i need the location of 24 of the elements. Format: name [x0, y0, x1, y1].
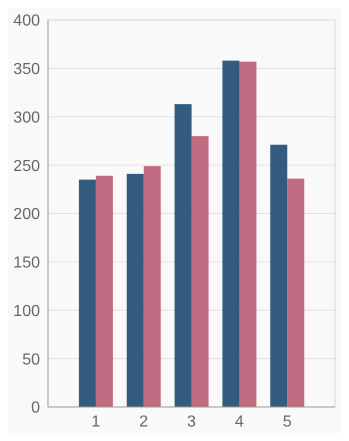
- y-tick-label: 150: [13, 254, 40, 272]
- x-tick-label: 2: [139, 413, 148, 430]
- bar: [192, 136, 209, 407]
- y-tick-label: 100: [13, 302, 40, 320]
- x-tick-label: 4: [234, 413, 244, 430]
- y-tick-label: 200: [13, 206, 40, 224]
- bar: [239, 62, 256, 407]
- bar: [222, 60, 240, 407]
- y-tick-label: 400: [13, 12, 40, 30]
- bar: [144, 166, 161, 407]
- x-tick-label: 1: [91, 413, 100, 430]
- bar: [126, 174, 144, 407]
- y-tick-label: 0: [31, 400, 40, 417]
- x-tick-label: 5: [282, 413, 292, 430]
- bar: [287, 178, 304, 407]
- bar: [270, 144, 288, 407]
- bar: [78, 180, 96, 407]
- bar: [174, 104, 192, 407]
- x-tick-label: 3: [187, 413, 196, 430]
- bar: [96, 176, 113, 407]
- y-tick-label: 50: [22, 351, 40, 368]
- y-tick-label: 350: [13, 61, 40, 78]
- y-tick-label: 300: [13, 109, 40, 126]
- y-tick-label: 250: [13, 158, 40, 175]
